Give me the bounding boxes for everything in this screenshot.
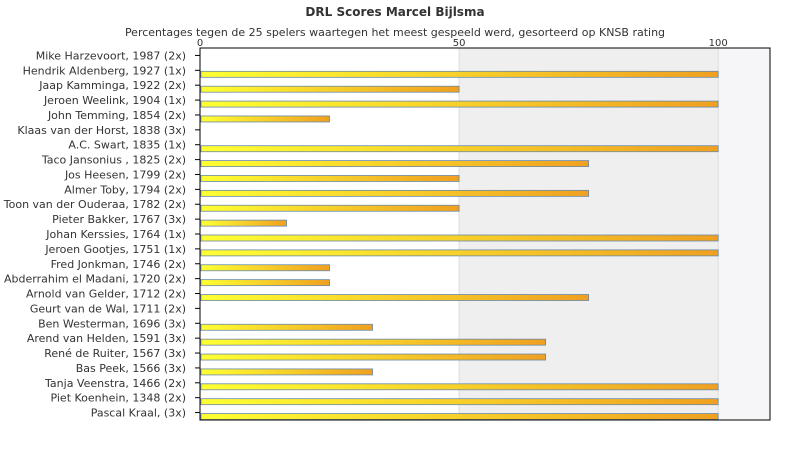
bar [200,160,590,168]
category-label: Pascal Kraal, (3x) [91,407,186,420]
category-label: Arend van Helden, 1591 (3x) [27,332,186,345]
plot-area: 0 50 100 Mike Harzevoort, 1987 (2x) Hendrik … [3,38,771,421]
category-label: Ben Westerman, 1696 (3x) [38,317,186,330]
category-label: Hendrik Aldenberg, 1927 (1x) [23,64,186,77]
category-label: Almer Toby, 1794 (2x) [64,183,186,196]
bar [200,85,460,93]
bar [200,294,590,301]
category-label: Jos Heesen, 1799 (2x) [64,168,186,181]
bar [200,115,330,123]
bar [200,264,330,272]
x-tick-label-100: 100 [709,38,728,49]
category-label: A.C. Swart, 1835 (1x) [68,139,186,152]
category-label: Johan Kerssies, 1764 (1x) [45,228,186,241]
category-label: Abderrahim el Madani, 1720 (2x) [4,273,186,286]
category-label: Jeroen Gootjes, 1751 (1x) [44,243,186,256]
band-100-end [718,48,770,420]
bar [200,70,719,78]
x-tick-label-50: 50 [453,38,466,49]
category-label: Arnold van Gelder, 1712 (2x) [26,288,186,301]
category-label: Piet Koenhein, 1348 (2x) [50,392,186,405]
category-label: Bas Peek, 1566 (3x) [76,362,186,375]
category-label: Tanja Veenstra, 1466 (2x) [44,377,186,390]
category-label: Taco Jansonius , 1825 (2x) [41,154,186,167]
bar [200,398,719,406]
bar [200,189,590,197]
chart-subtitle: Percentages tegen de 25 spelers waartege… [125,26,665,39]
category-label: Jaap Kamminga, 1922 (2x) [38,79,186,92]
bar [200,413,719,420]
bar [200,323,373,331]
bar [200,234,719,242]
category-label: Toon van der Ouderaa, 1782 (2x) [3,198,186,211]
category-label: Klaas van der Horst, 1838 (3x) [17,124,186,137]
bar [200,338,547,346]
category-label: René de Ruiter, 1567 (3x) [44,347,186,360]
category-label: Mike Harzevoort, 1987 (2x) [36,49,186,62]
bar [200,175,460,182]
bar [200,100,719,108]
bar [200,204,460,212]
bar [200,145,719,153]
plot-frame [199,47,771,421]
x-tick-label-0: 0 [197,38,203,49]
category-label: Geurt van de Wal, 1711 (2x) [30,302,186,315]
bar [200,368,373,376]
bar [200,279,330,287]
chart-title: DRL Scores Marcel Bijlsma [305,5,484,19]
bar [200,219,287,227]
category-label: Jeroen Weelink, 1904 (1x) [43,94,186,107]
bar [200,383,719,391]
category-label: John Temming, 1854 (2x) [47,109,186,122]
bar [200,353,547,361]
bar [200,249,719,257]
category-label: Pieter Bakker, 1767 (3x) [52,213,186,226]
category-label: Fred Jonkman, 1746 (2x) [51,258,186,271]
